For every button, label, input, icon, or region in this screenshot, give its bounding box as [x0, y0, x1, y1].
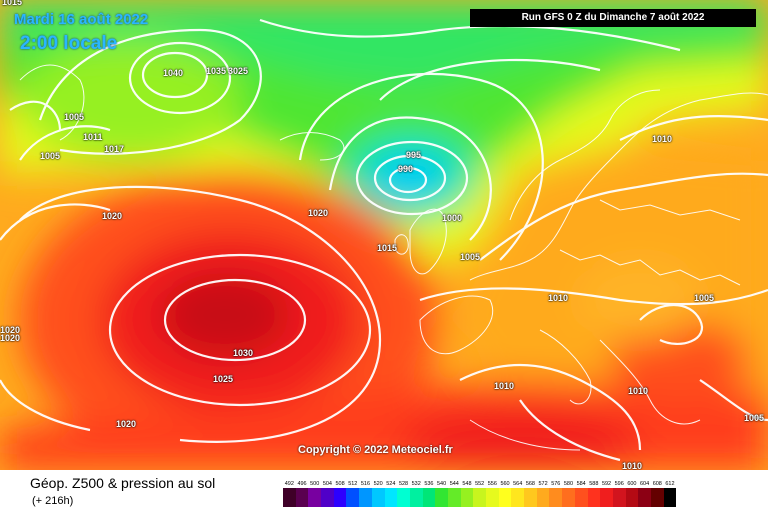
legend-value: 588 [587, 480, 601, 488]
legend-swatch: 560 [498, 480, 512, 507]
pressure-label: 1010 [628, 386, 649, 396]
legend-value: 544 [447, 480, 461, 488]
legend-swatch: 508 [333, 480, 347, 507]
pressure-label: 990 [398, 164, 414, 174]
legend-value: 528 [397, 480, 410, 488]
legend-swatch: 536 [422, 480, 436, 507]
legend-swatch: 544 [447, 480, 461, 507]
legend-value: 608 [650, 480, 664, 488]
legend-swatch: 492 [283, 480, 296, 507]
legend-value: 500 [308, 480, 322, 488]
legend-value: 564 [511, 480, 525, 488]
legend-swatch: 572 [536, 480, 550, 507]
pressure-label: 1010 [652, 134, 673, 144]
pressure-label: 1005 [460, 252, 481, 262]
weather-map: Mardi 16 août 2022 2:00 locale Run GFS 0… [0, 0, 768, 470]
legend-swatch: 584 [574, 480, 588, 507]
pressure-label: 1005 [744, 413, 765, 423]
legend-swatch: 548 [460, 480, 474, 507]
legend-value: 504 [321, 480, 334, 488]
legend-value: 560 [498, 480, 512, 488]
legend-swatch: 540 [435, 480, 448, 507]
pressure-label: 1040 [163, 68, 184, 78]
legend-value: 576 [549, 480, 563, 488]
legend-swatch: 596 [612, 480, 626, 507]
pressure-label: 1005 [40, 151, 61, 161]
legend-value: 568 [524, 480, 537, 488]
pressure-label: 1020 [308, 208, 329, 218]
legend-value: 584 [574, 480, 588, 488]
legend-swatch: 612 [663, 480, 677, 507]
run-banner: Run GFS 0 Z du Dimanche 7 août 2022 [470, 9, 756, 27]
forecast-date: Mardi 16 août 2022 [14, 11, 149, 28]
legend-swatch: 552 [473, 480, 486, 507]
forecast-time: 2:00 locale [20, 33, 118, 54]
legend-value: 516 [359, 480, 372, 488]
legend-swatch: 520 [371, 480, 385, 507]
legend-value: 604 [638, 480, 651, 488]
legend-value: 532 [409, 480, 423, 488]
map-subtitle: (+ 216h) [32, 495, 74, 507]
pressure-label: 1005 [694, 293, 715, 303]
legend-value: 540 [435, 480, 448, 488]
pressure-label: 1005 [64, 112, 85, 122]
legend-swatch: 576 [549, 480, 563, 507]
legend-swatch: 532 [409, 480, 423, 507]
legend-swatch: 528 [397, 480, 410, 507]
legend-swatch: 608 [650, 480, 664, 507]
color-legend: 492 496 500 504 508 512 516 520 524 528 532 536 540 5… [283, 480, 677, 507]
legend-value: 580 [562, 480, 575, 488]
copyright: Copyright © 2022 Meteociel.fr [298, 444, 453, 456]
pressure-label: 1010 [494, 381, 515, 391]
legend-swatch: 568 [524, 480, 537, 507]
legend-value: 592 [600, 480, 613, 488]
legend-value: 612 [663, 480, 677, 488]
pressure-label: 1017 [104, 144, 125, 154]
legend-swatch: 588 [587, 480, 601, 507]
pressure-label: 1020 [0, 333, 21, 343]
pressure-label: 1010 [548, 293, 569, 303]
legend-value: 552 [473, 480, 486, 488]
geopotential-field [0, 0, 768, 470]
legend-value: 520 [371, 480, 385, 488]
legend-value: 536 [422, 480, 436, 488]
legend-swatch: 516 [359, 480, 372, 507]
legend-value: 512 [346, 480, 360, 488]
legend-value: 524 [384, 480, 398, 488]
legend-swatch: 604 [638, 480, 651, 507]
legend-swatch: 580 [562, 480, 575, 507]
pressure-label: 995 [406, 150, 422, 160]
pressure-label: 1020 [0, 325, 21, 335]
legend-swatch: 592 [600, 480, 613, 507]
pressure-label: 1015 [2, 0, 23, 7]
legend-swatch: 496 [295, 480, 309, 507]
legend-value: 492 [283, 480, 296, 488]
pressure-label: 1020 [116, 419, 137, 429]
footer: Géop. Z500 & pression au sol (+ 216h) 49… [0, 470, 768, 512]
legend-value: 600 [625, 480, 639, 488]
legend-swatch: 500 [308, 480, 322, 507]
legend-value: 496 [295, 480, 309, 488]
pressure-label: 1015 [377, 243, 398, 253]
map-title: Géop. Z500 & pression au sol [30, 475, 216, 491]
pressure-label: 1030 [233, 348, 254, 358]
legend-value: 596 [612, 480, 626, 488]
pressure-label: 1020 [102, 211, 123, 221]
pressure-label: 3025 [228, 66, 249, 76]
legend-value: 548 [460, 480, 474, 488]
legend-swatch: 564 [511, 480, 525, 507]
legend-value: 508 [333, 480, 347, 488]
pressure-label: 1010 [622, 461, 643, 470]
legend-swatch: 524 [384, 480, 398, 507]
legend-value: 556 [486, 480, 499, 488]
legend-swatch: 556 [486, 480, 499, 507]
pressure-label: 1011 [83, 132, 103, 142]
legend-swatch: 512 [346, 480, 360, 507]
legend-value: 572 [536, 480, 550, 488]
pressure-label: 1035 [206, 66, 227, 76]
legend-swatch: 504 [321, 480, 334, 507]
pressure-label: 1025 [213, 374, 234, 384]
pressure-label: 1000 [442, 213, 463, 223]
legend-swatch: 600 [625, 480, 639, 507]
